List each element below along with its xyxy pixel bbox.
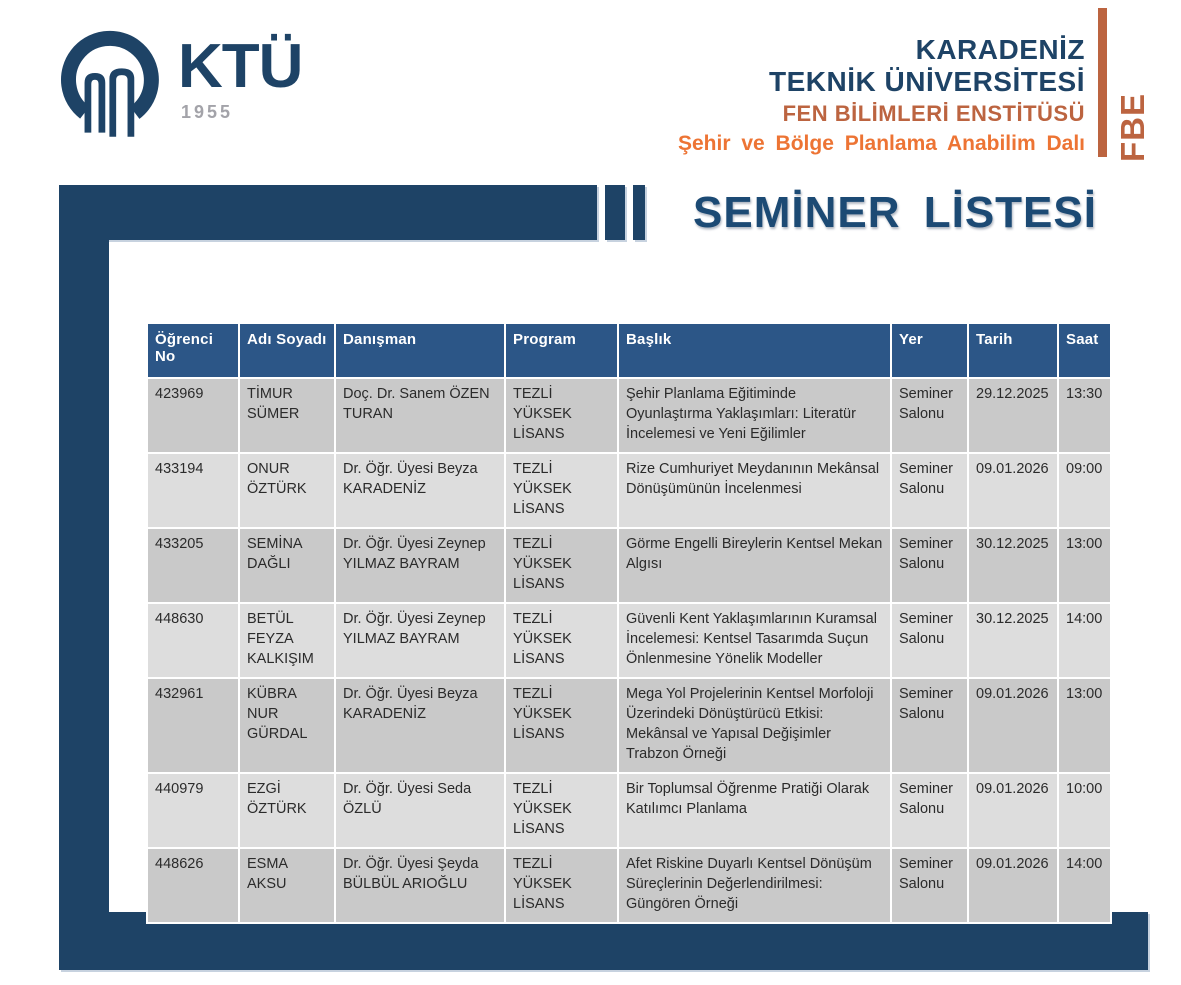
cell-ogrenci-no: 433205 <box>146 527 240 604</box>
cell-program: TEZLİ YÜKSEK LİSANS <box>504 847 619 924</box>
cell-adi-soyadi: ONUR ÖZTÜRK <box>238 452 336 529</box>
cell-yer: Seminer Salonu <box>890 847 969 924</box>
cell-ogrenci-no: 423969 <box>146 377 240 454</box>
cell-tarih: 09.01.2026 <box>967 772 1059 849</box>
cell-tarih: 09.01.2026 <box>967 677 1059 774</box>
ktu-emblem-icon <box>60 30 159 137</box>
cell-tarih: 09.01.2026 <box>967 452 1059 529</box>
table-row: 423969 TİMUR SÜMER Doç. Dr. Sanem ÖZEN TUR… <box>146 377 1112 454</box>
cell-danisman: Dr. Öğr. Üyesi Zeynep YILMAZ BAYRAM <box>334 527 506 604</box>
title-band-accent-bar-1 <box>605 185 625 240</box>
cell-ogrenci-no: 432961 <box>146 677 240 774</box>
cell-program: TEZLİ YÜKSEK LİSANS <box>504 452 619 529</box>
cell-danisman: Dr. Öğr. Üyesi Şeyda BÜLBÜL ARIOĞLU <box>334 847 506 924</box>
cell-adi-soyadi: SEMİNA DAĞLI <box>238 527 336 604</box>
frame-left-bar <box>59 185 109 970</box>
cell-program: TEZLİ YÜKSEK LİSANS <box>504 527 619 604</box>
logo-year: 1955 <box>181 102 234 122</box>
cell-baslik: Görme Engelli Bireylerin Kentsel Mekan A… <box>617 527 892 604</box>
column-header: Danışman <box>334 322 506 379</box>
cell-ogrenci-no: 440979 <box>146 772 240 849</box>
seminar-table: Öğrenci No Adı Soyadı Danışman Program Başlı… <box>146 322 1112 924</box>
cell-danisman: Dr. Öğr. Üyesi Beyza KARADENİZ <box>334 452 506 529</box>
cell-yer: Seminer Salonu <box>890 452 969 529</box>
cell-danisman: Dr. Öğr. Üyesi Beyza KARADENİZ <box>334 677 506 774</box>
cell-baslik: Rize Cumhuriyet Meydanının Mekânsal Dönü… <box>617 452 892 529</box>
ktu-logo: KTÜ 1955 <box>58 28 303 144</box>
cell-danisman: Dr. Öğr. Üyesi Seda ÖZLÜ <box>334 772 506 849</box>
cell-program: TEZLİ YÜKSEK LİSANS <box>504 772 619 849</box>
cell-tarih: 30.12.2025 <box>967 602 1059 679</box>
fbe-divider-bar <box>1098 8 1107 157</box>
table-row: 433194 ONUR ÖZTÜRK Dr. Öğr. Üyesi Beyza KA… <box>146 452 1112 529</box>
cell-saat: 10:00 <box>1057 772 1112 849</box>
cell-yer: Seminer Salonu <box>890 677 969 774</box>
institute-name: FEN BİLİMLERİ ENSTİTÜSÜ <box>782 101 1085 127</box>
cell-program: TEZLİ YÜKSEK LİSANS <box>504 602 619 679</box>
cell-saat: 14:00 <box>1057 847 1112 924</box>
table-row: 432961 KÜBRA NUR GÜRDAL Dr. Öğr. Üyesi Bey… <box>146 677 1112 774</box>
cell-yer: Seminer Salonu <box>890 377 969 454</box>
cell-baslik: Afet Riskine Duyarlı Kentsel Dönüşüm Sür… <box>617 847 892 924</box>
cell-danisman: Dr. Öğr. Üyesi Zeynep YILMAZ BAYRAM <box>334 602 506 679</box>
column-header: Adı Soyadı <box>238 322 336 379</box>
table-row: 448630 BETÜL FEYZA KALKIŞIM Dr. Öğr. Üyesi… <box>146 602 1112 679</box>
cell-yer: Seminer Salonu <box>890 772 969 849</box>
page-title: SEMİNER LİSTESİ <box>693 188 1097 237</box>
fbe-label: FBE <box>1114 93 1151 162</box>
cell-baslik: Mega Yol Projelerinin Kentsel Morfoloji … <box>617 677 892 774</box>
cell-saat: 13:30 <box>1057 377 1112 454</box>
cell-saat: 13:00 <box>1057 677 1112 774</box>
cell-adi-soyadi: KÜBRA NUR GÜRDAL <box>238 677 336 774</box>
table-row: 433205 SEMİNA DAĞLI Dr. Öğr. Üyesi Zeynep … <box>146 527 1112 604</box>
cell-tarih: 29.12.2025 <box>967 377 1059 454</box>
seminar-table-grid: Öğrenci No Adı Soyadı Danışman Program Başlı… <box>146 322 1112 924</box>
table-row: 448626 ESMA AKSU Dr. Öğr. Üyesi Şeyda BÜLB… <box>146 847 1112 924</box>
cell-baslik: Şehir Planlama Eğitiminde Oyunlaştırma Y… <box>617 377 892 454</box>
column-header: Saat <box>1057 322 1112 379</box>
cell-ogrenci-no: 448630 <box>146 602 240 679</box>
table-row: 440979 EZGİ ÖZTÜRK Dr. Öğr. Üyesi Seda ÖZL… <box>146 772 1112 849</box>
column-header: Başlık <box>617 322 892 379</box>
cell-saat: 14:00 <box>1057 602 1112 679</box>
column-header: Yer <box>890 322 969 379</box>
cell-adi-soyadi: TİMUR SÜMER <box>238 377 336 454</box>
column-header: Program <box>504 322 619 379</box>
cell-program: TEZLİ YÜKSEK LİSANS <box>504 377 619 454</box>
cell-yer: Seminer Salonu <box>890 527 969 604</box>
cell-danisman: Doç. Dr. Sanem ÖZEN TURAN <box>334 377 506 454</box>
cell-tarih: 30.12.2025 <box>967 527 1059 604</box>
seminar-table-body: 423969 TİMUR SÜMER Doç. Dr. Sanem ÖZEN TUR… <box>146 377 1112 924</box>
cell-ogrenci-no: 448626 <box>146 847 240 924</box>
institution-header: KARADENİZ TEKNİK ÜNİVERSİTESİ FEN BİLİML… <box>678 34 1085 157</box>
university-name-line2: TEKNİK ÜNİVERSİTESİ <box>769 66 1085 98</box>
department-name: Şehir ve Bölge Planlama Anabilim Dalı <box>677 131 1085 155</box>
cell-yer: Seminer Salonu <box>890 602 969 679</box>
cell-tarih: 09.01.2026 <box>967 847 1059 924</box>
title-band-bar <box>59 185 597 240</box>
column-header: Tarih <box>967 322 1059 379</box>
logo-text: KTÜ 1955 <box>178 32 303 123</box>
column-header: Öğrenci No <box>146 322 240 379</box>
cell-baslik: Bir Toplumsal Öğrenme Pratiği Olarak Kat… <box>617 772 892 849</box>
university-name-line1: KARADENİZ <box>915 34 1085 65</box>
cell-adi-soyadi: BETÜL FEYZA KALKIŞIM <box>238 602 336 679</box>
cell-adi-soyadi: ESMA AKSU <box>238 847 336 924</box>
table-header-row: Öğrenci No Adı Soyadı Danışman Program Başlı… <box>146 322 1112 379</box>
cell-program: TEZLİ YÜKSEK LİSANS <box>504 677 619 774</box>
cell-saat: 13:00 <box>1057 527 1112 604</box>
logo-brand: KTÜ <box>178 32 303 101</box>
title-band-accent-bar-2 <box>633 185 645 240</box>
cell-baslik: Güvenli Kent Yaklaşımlarının Kuramsal İn… <box>617 602 892 679</box>
cell-ogrenci-no: 433194 <box>146 452 240 529</box>
cell-adi-soyadi: EZGİ ÖZTÜRK <box>238 772 336 849</box>
cell-saat: 09:00 <box>1057 452 1112 529</box>
